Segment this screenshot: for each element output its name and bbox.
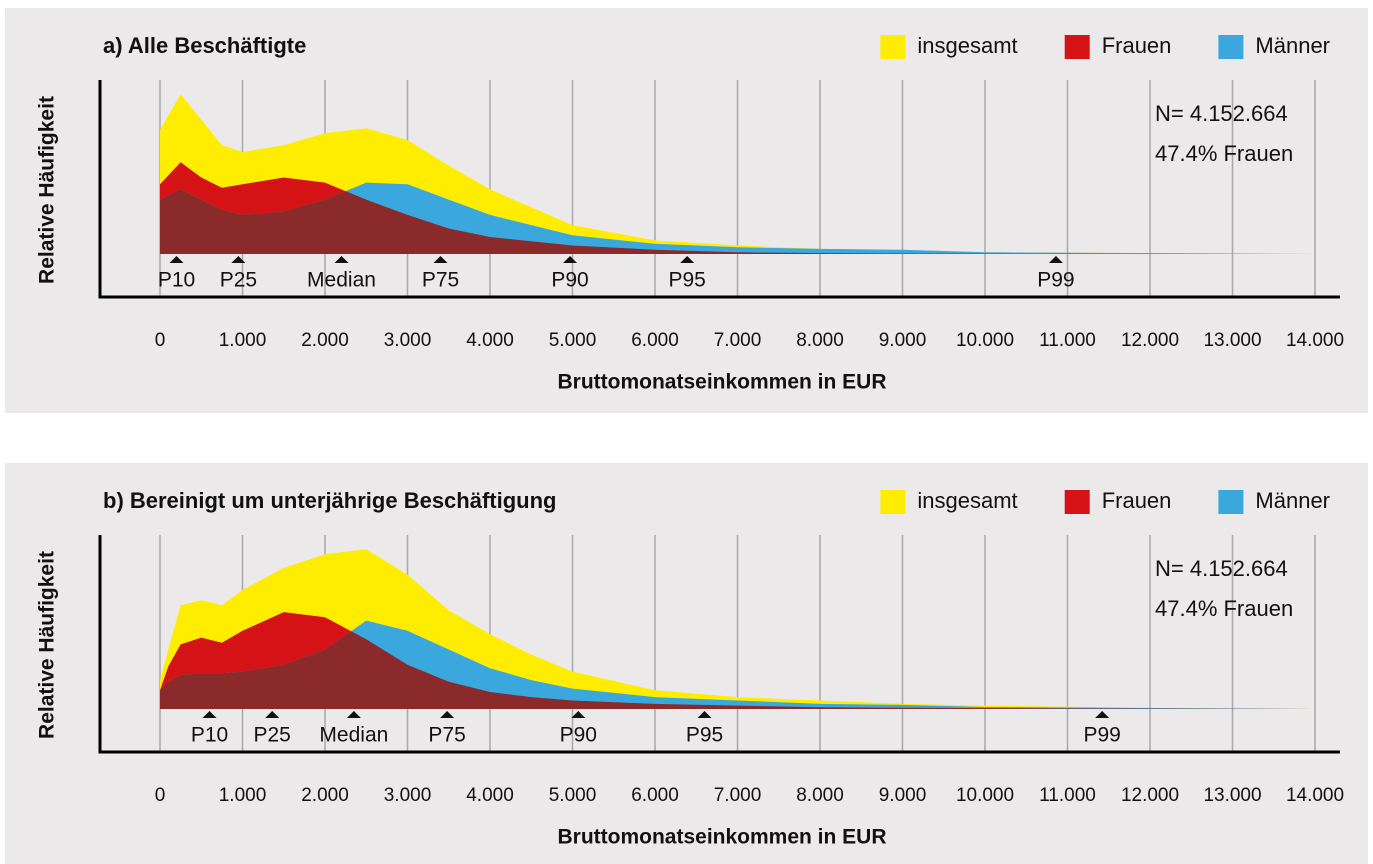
percentile-label: P99: [1037, 269, 1074, 292]
legend-swatch: [1218, 35, 1244, 59]
percentile-marker: [697, 711, 712, 718]
percentile-marker: [433, 256, 448, 263]
y-axis-title: Relative Häufigkeit: [36, 96, 59, 284]
percentile-marker: [346, 711, 361, 718]
percentile-marker: [1048, 256, 1063, 263]
x-tick-label: 1.000: [219, 785, 267, 806]
x-tick-label: 5.000: [549, 330, 597, 351]
x-tick-label: 9.000: [879, 785, 927, 806]
x-tick-label: 2.000: [301, 785, 349, 806]
x-tick-label: 7.000: [714, 785, 762, 806]
panel-title: a) Alle Beschäftigte: [103, 33, 306, 58]
x-tick-label: 6.000: [631, 330, 679, 351]
legend-label: insgesamt: [917, 488, 1017, 513]
percentile-label: P25: [220, 269, 257, 292]
panel: a) Alle Beschäftigte 0 1.000 2.000 3.000 4.00…: [5, 8, 1368, 413]
x-tick-label: 8.000: [796, 785, 844, 806]
annotation: 47.4% Frauen: [1155, 141, 1293, 166]
annotation: N= 4.152.664: [1155, 556, 1288, 581]
percentile-label: Median: [319, 724, 388, 747]
x-tick-label: 12.000: [1121, 330, 1179, 351]
x-tick-label: 0: [155, 785, 166, 806]
legend-label: Frauen: [1102, 488, 1172, 513]
legend-swatch: [1064, 35, 1090, 59]
panel: b) Bereinigt um unterjährige Beschäftigu…: [5, 463, 1368, 864]
percentile-marker: [440, 711, 455, 718]
x-tick-label: 9.000: [879, 330, 927, 351]
panel-title: b) Bereinigt um unterjährige Beschäftigu…: [103, 488, 556, 513]
percentile-marker: [571, 711, 586, 718]
percentile-marker: [1095, 711, 1110, 718]
x-tick-label: 4.000: [466, 785, 514, 806]
percentile-label: Median: [307, 269, 376, 292]
x-tick-label: 13.000: [1203, 785, 1261, 806]
legend-label: Männer: [1255, 33, 1330, 58]
percentile-marker: [680, 256, 695, 263]
x-tick-label: 14.000: [1286, 330, 1344, 351]
x-tick-label: 12.000: [1121, 785, 1179, 806]
x-tick-label: 10.000: [956, 785, 1014, 806]
percentile-label: P90: [551, 269, 588, 292]
percentile-marker: [169, 256, 184, 263]
percentile-marker: [563, 256, 578, 263]
x-tick-label: 1.000: [219, 330, 267, 351]
percentile-marker: [334, 256, 349, 263]
percentile-marker: [265, 711, 280, 718]
x-tick-label: 14.000: [1286, 785, 1344, 806]
percentile-label: P10: [158, 269, 195, 292]
x-tick-label: 6.000: [631, 785, 679, 806]
percentile-label: P10: [191, 724, 228, 747]
annotation: N= 4.152.664: [1155, 101, 1288, 126]
x-tick-label: 8.000: [796, 330, 844, 351]
x-tick-label: 2.000: [301, 330, 349, 351]
percentile-label: P95: [668, 269, 705, 292]
percentile-label: P75: [428, 724, 465, 747]
percentile-marker: [231, 256, 246, 263]
percentile-label: P75: [422, 269, 459, 292]
percentile-label: P90: [560, 724, 597, 747]
x-tick-label: 11.000: [1039, 330, 1096, 351]
x-axis-title: Bruttomonatseinkommen in EUR: [557, 371, 886, 394]
y-axis-title: Relative Häufigkeit: [36, 551, 59, 739]
x-tick-label: 0: [155, 330, 166, 351]
percentile-marker: [202, 711, 217, 718]
percentile-label: P95: [686, 724, 723, 747]
legend-label: Frauen: [1102, 33, 1172, 58]
legend-swatch: [880, 35, 906, 59]
legend-swatch: [1064, 490, 1090, 514]
legend-swatch: [880, 490, 906, 514]
overlap-area: [160, 620, 1315, 709]
x-tick-label: 3.000: [384, 330, 432, 351]
x-tick-label: 3.000: [384, 785, 432, 806]
x-tick-label: 10.000: [956, 330, 1014, 351]
x-tick-label: 13.000: [1203, 330, 1261, 351]
percentile-label: P99: [1083, 724, 1120, 747]
percentile-label: P25: [254, 724, 291, 747]
legend-label: Männer: [1255, 488, 1330, 513]
annotation: 47.4% Frauen: [1155, 596, 1293, 621]
legend-swatch: [1218, 490, 1244, 514]
x-tick-label: 11.000: [1039, 785, 1096, 806]
overlap-area: [160, 182, 1315, 254]
x-tick-label: 4.000: [466, 330, 514, 351]
x-tick-label: 5.000: [549, 785, 597, 806]
x-axis-title: Bruttomonatseinkommen in EUR: [557, 826, 886, 849]
x-tick-label: 7.000: [714, 330, 762, 351]
legend-label: insgesamt: [917, 33, 1017, 58]
